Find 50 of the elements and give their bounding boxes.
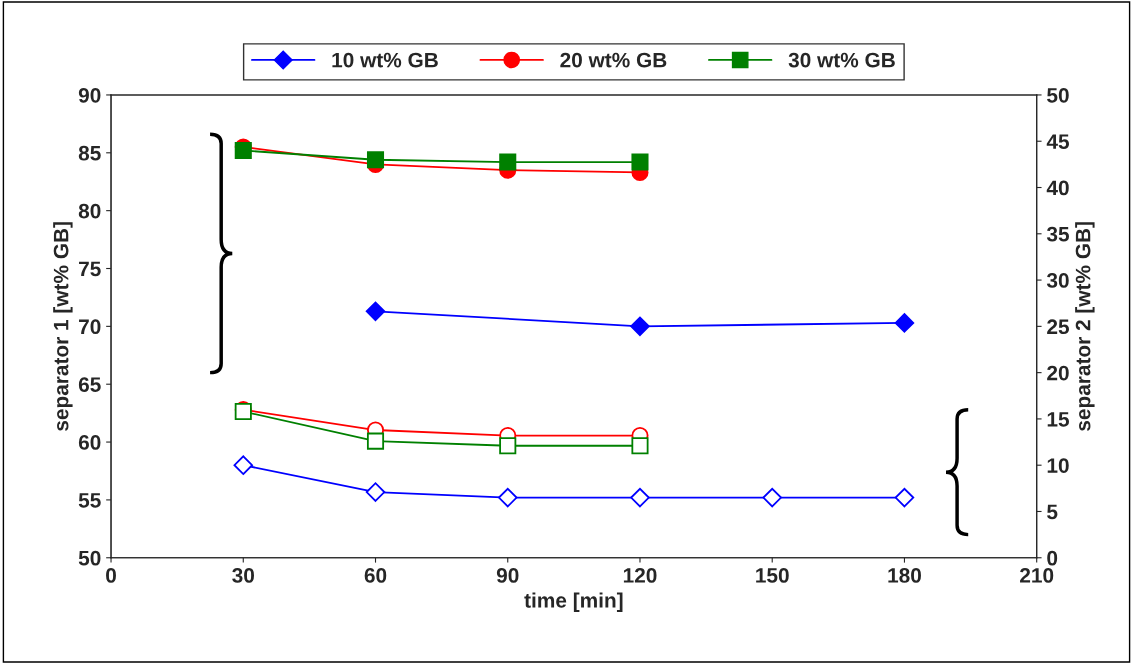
point [234,141,252,160]
y-tick-label: 80 [78,203,101,219]
x-tick-label: 120 [623,568,657,583]
y2-axis-title: separator 2 [wt% GB] [1075,222,1095,431]
y-tick-label: 70 [79,319,101,335]
point [762,487,782,508]
point [365,482,386,502]
y2-tick-label: 15 [1047,412,1070,427]
y2-tick-label: 0 [1047,550,1058,566]
point [366,432,385,450]
point [498,487,518,508]
point [499,153,517,171]
point [630,316,650,337]
x-tick-label: 180 [888,568,921,583]
legend-label: 10 wt% GB [332,52,438,68]
x-axis-title: time [min] [524,592,623,612]
point [631,437,649,455]
y2-tick-label: 50 [1047,87,1069,103]
x-tick-label: 0 [106,568,116,583]
point [631,153,649,171]
y-tick-label: 65 [78,377,101,392]
point [630,487,650,508]
y2-tick-label: 5 [1047,504,1058,520]
x-tick-label: 60 [364,568,387,583]
x-tick-label: 30 [232,568,254,583]
y2-tick-label: 20 [1047,365,1069,381]
x-tick-label: 90 [496,568,519,583]
y-axis-title: separator 1 [wt% GB] [53,222,73,431]
x-tick-label: 150 [756,568,789,583]
y-tick-label: 55 [78,493,101,508]
y-tick-label: 85 [78,145,101,161]
point [499,437,517,455]
y-tick-label: 60 [78,435,101,450]
point [894,313,915,333]
y2-tick-label: 45 [1046,134,1070,149]
point [366,151,385,169]
y-tick-label: 90 [78,87,101,103]
y2-tick-label: 25 [1047,319,1070,335]
point [365,301,386,322]
legend-label: 20 wt% GB [560,52,667,68]
point [894,487,915,508]
y2-tick-label: 30 [1046,273,1069,288]
y-tick-label: 75 [79,261,101,277]
legend-label: 30 wt% GB [788,52,895,68]
y2-tick-label: 10 [1047,458,1069,473]
y2-tick-label: 40 [1046,180,1069,196]
x-tick-label: 210 [1020,568,1054,583]
point [233,455,254,475]
y2-tick-label: 35 [1046,226,1070,242]
y-tick-label: 50 [78,550,101,566]
